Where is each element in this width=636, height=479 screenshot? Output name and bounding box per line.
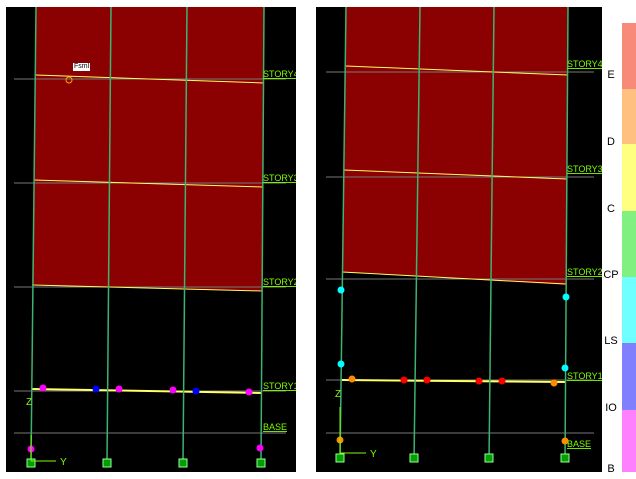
story-label-4: STORY4	[567, 59, 602, 69]
story-label-1: STORY1	[263, 381, 296, 391]
story-label-base: BASE	[263, 422, 287, 432]
support-icon	[484, 453, 494, 463]
wall-infill	[32, 7, 264, 291]
left-elevation-view[interactable]: Z Y STORY4 STORY3 STORY2 STORY1 BASE Fsm…	[6, 7, 296, 472]
hinge-point[interactable]	[550, 379, 558, 387]
column-line	[564, 7, 569, 463]
frame-marker-icon	[65, 76, 73, 84]
story-label-2: STORY2	[567, 267, 602, 277]
column-line	[339, 7, 347, 463]
beam-story1	[341, 379, 567, 383]
beam-story3	[33, 179, 264, 188]
axis-z-label: Z	[335, 389, 341, 400]
legend-label-cp: CP	[603, 269, 619, 281]
column-line	[413, 7, 421, 463]
legend-label-io: IO	[605, 402, 617, 414]
right-elevation-canvas[interactable]: Z Y STORY4 STORY3 STORY2 STORY1 BASE	[316, 7, 602, 472]
support-icon	[256, 458, 266, 468]
beam-story3	[343, 169, 568, 180]
column-line	[488, 7, 495, 463]
hinge-point[interactable]	[245, 388, 253, 396]
column-line	[30, 7, 37, 463]
beam-story4	[345, 65, 569, 76]
legend-label-e: E	[607, 69, 615, 81]
legend-label-ls: LS	[604, 335, 618, 347]
legend-band-d	[622, 89, 636, 144]
axis-y-label: Y	[370, 449, 377, 460]
hinge-point[interactable]	[39, 384, 47, 392]
hinge-point[interactable]	[400, 376, 408, 384]
legend-label-d: D	[607, 136, 615, 148]
legend-band-ls	[622, 277, 636, 343]
story-label-1: STORY1	[567, 371, 602, 381]
legend-band-io	[622, 343, 636, 410]
story-label-3: STORY3	[263, 173, 296, 183]
hinge-point[interactable]	[92, 385, 100, 393]
hinge-state-legend: E D C CP LS IO B	[602, 7, 636, 475]
hinge-point[interactable]	[475, 377, 483, 385]
right-elevation-view[interactable]: Z Y STORY4 STORY3 STORY2 STORY1 BASE	[316, 7, 602, 472]
hinge-point[interactable]	[256, 444, 264, 452]
frame-tag: Fsml	[73, 63, 91, 71]
support-icon	[560, 453, 570, 463]
beam-story2	[31, 284, 263, 292]
legend-band-e	[622, 23, 636, 89]
support-icon	[178, 458, 188, 468]
beam-story1	[31, 388, 263, 394]
story-label-2: STORY2	[263, 277, 296, 287]
hinge-point[interactable]	[115, 385, 123, 393]
beam-story2	[341, 271, 567, 285]
column-line	[106, 7, 112, 463]
story-label-3: STORY3	[567, 164, 602, 174]
hinge-point[interactable]	[561, 364, 569, 372]
hinge-point[interactable]	[169, 386, 177, 394]
hinge-point[interactable]	[561, 437, 569, 445]
story-label-4: STORY4	[263, 69, 296, 79]
support-icon	[102, 458, 112, 468]
legend-band-b	[622, 410, 636, 472]
legend-label-c: C	[607, 203, 615, 215]
support-icon	[335, 453, 345, 463]
hinge-point[interactable]	[192, 387, 200, 395]
legend-band-c	[622, 144, 636, 211]
column-line	[260, 7, 265, 463]
hinge-point[interactable]	[423, 376, 431, 384]
story-label-base: BASE	[567, 439, 591, 449]
hinge-point[interactable]	[337, 286, 345, 294]
hinge-point[interactable]	[562, 293, 570, 301]
support-icon	[409, 453, 419, 463]
beam-story4	[35, 74, 265, 84]
hinge-point[interactable]	[498, 377, 506, 385]
hinge-point[interactable]	[337, 360, 345, 368]
axis-y-label: Y	[60, 457, 67, 468]
axis-z-label: Z	[26, 397, 32, 408]
legend-label-b: B	[607, 463, 615, 475]
legend-band-cp	[622, 211, 636, 277]
wall-infill	[342, 7, 568, 285]
column-line	[182, 7, 188, 463]
hinge-point[interactable]	[348, 375, 356, 383]
left-elevation-canvas[interactable]: Z Y STORY4 STORY3 STORY2 STORY1 BASE	[6, 7, 296, 472]
